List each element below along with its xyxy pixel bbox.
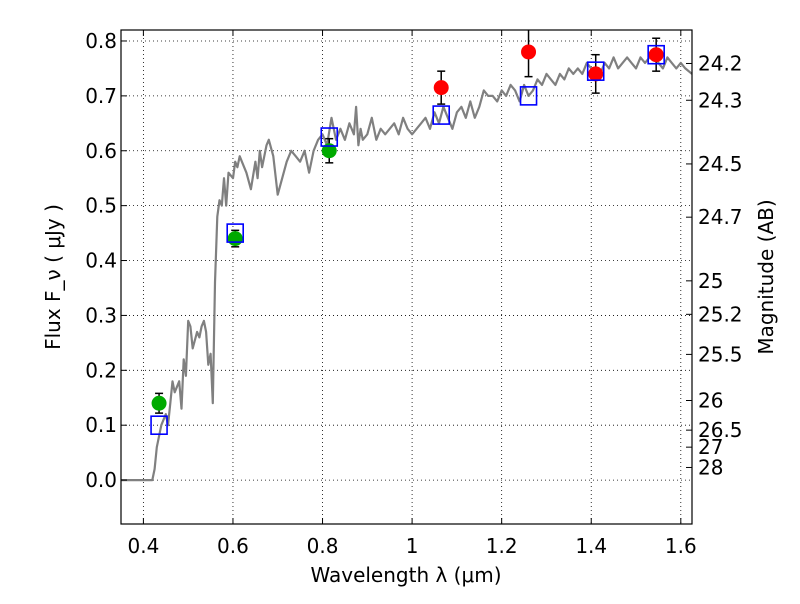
model-photometry-square	[226, 223, 244, 243]
model-photometry-square	[150, 415, 168, 436]
y-tick-label: 0.5	[85, 194, 117, 218]
photometry-point	[521, 44, 537, 60]
right-tick-label: 24.2	[698, 51, 743, 75]
right-tick-label: 24.5	[698, 152, 743, 176]
axis-labels: Wavelength λ (μm) Flux F_ν ( μJy ) Magni…	[41, 199, 778, 587]
y-tick-label: 0.3	[85, 303, 117, 327]
y-tick-label: 0.7	[85, 84, 117, 108]
x-tick-label: 1.2	[486, 534, 518, 558]
x-axis-label: Wavelength λ (μm)	[310, 563, 501, 587]
model-photometry-square	[647, 44, 665, 65]
x-tick-label: 1.6	[665, 534, 697, 558]
model-photometry-square	[320, 127, 339, 147]
right-tick-label: 27	[698, 435, 723, 459]
photometry-point	[433, 80, 449, 96]
model-photometry-square	[519, 86, 538, 106]
right-tick-label: 25	[698, 269, 723, 293]
model-photometry-square	[432, 105, 451, 125]
plot-area	[121, 30, 692, 482]
right-tick-label: 24.7	[698, 205, 743, 229]
y-tick-label: 0.2	[85, 358, 117, 382]
right-axis-label: Magnitude (AB)	[754, 199, 778, 354]
photometry-point	[151, 395, 167, 411]
x-tick-label: 1.4	[575, 534, 607, 558]
photometry-point	[648, 47, 664, 63]
y-tick-label: 0.0	[85, 468, 117, 492]
photometry-point	[321, 143, 337, 159]
plot-frame	[120, 29, 693, 525]
photometry-point	[588, 66, 604, 82]
x-tick-label: 0.4	[127, 534, 159, 558]
x-tick-label: 1	[406, 534, 419, 558]
y-axis-label: Flux F_ν ( μJy )	[41, 204, 65, 350]
right-tick-label: 24.3	[698, 88, 743, 112]
y-tick-label: 0.4	[85, 249, 117, 273]
model-photometry-square	[586, 61, 605, 81]
grid-lines	[121, 30, 692, 524]
y-tick-label: 0.6	[85, 139, 117, 163]
x-tick-label: 0.8	[307, 534, 339, 558]
right-tick-label: 28	[698, 455, 723, 479]
x-tick-label: 0.6	[217, 534, 249, 558]
right-tick-label: 25.5	[698, 342, 743, 366]
y-tick-label: 0.8	[85, 29, 117, 53]
right-tick-label: 26.5	[698, 418, 743, 442]
right-tick-label: 26	[698, 389, 723, 413]
model-spectrum-line	[121, 50, 692, 482]
axes: 0.4 0.6 0.8 1 1.2 1.4 1.6 0.0 0.1 0.2 0.3 0.4 0.5 0.6…	[85, 29, 742, 558]
right-tick-label: 25.2	[698, 302, 743, 326]
y-tick-label: 0.1	[85, 413, 117, 437]
photometry-point	[227, 231, 243, 247]
